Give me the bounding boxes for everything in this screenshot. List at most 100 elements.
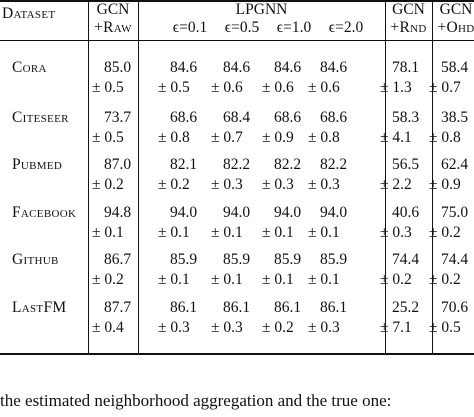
std-value: ± 0.2 bbox=[429, 271, 461, 288]
mean-value: 40.6 bbox=[392, 204, 420, 221]
std-value: ± 1.3 bbox=[380, 79, 412, 96]
header-eps-1: ϵ=0.5 bbox=[224, 19, 260, 36]
std-value: ± 0.9 bbox=[262, 129, 294, 146]
mean-value: 84.6 bbox=[274, 59, 302, 76]
dataset-name: Cora bbox=[12, 59, 47, 76]
dataset-name: Citeseer bbox=[12, 109, 69, 126]
std-value: ± 0.3 bbox=[211, 319, 243, 336]
std-value: ± 0.3 bbox=[211, 176, 243, 193]
std-value: ± 0.2 bbox=[262, 319, 294, 336]
std-value: ± 0.8 bbox=[158, 129, 190, 146]
column-divider-3 bbox=[385, 0, 386, 354]
mean-value: 94.0 bbox=[170, 204, 198, 221]
mean-value: 84.6 bbox=[320, 59, 348, 76]
column-divider-1 bbox=[88, 0, 89, 354]
mean-value: 82.2 bbox=[320, 156, 348, 173]
mean-value: 68.6 bbox=[320, 109, 348, 126]
mean-value: 86.1 bbox=[170, 299, 198, 316]
std-value: ± 0.1 bbox=[211, 271, 243, 288]
mean-value: 56.5 bbox=[392, 156, 420, 173]
mean-value: 70.6 bbox=[441, 299, 469, 316]
std-value: ± 0.4 bbox=[92, 319, 124, 336]
std-value: ± 0.2 bbox=[92, 271, 124, 288]
mean-value: 85.9 bbox=[274, 251, 302, 268]
mean-value: 85.9 bbox=[320, 251, 348, 268]
std-value: ± 0.2 bbox=[92, 176, 124, 193]
std-value: ± 0.5 bbox=[92, 129, 124, 146]
mean-value: 94.0 bbox=[320, 204, 348, 221]
mean-value: 73.7 bbox=[104, 109, 132, 126]
bottom-rule bbox=[0, 353, 474, 355]
std-value: ± 0.1 bbox=[92, 224, 124, 241]
std-value: ± 2.2 bbox=[380, 176, 412, 193]
mean-value: 68.6 bbox=[274, 109, 302, 126]
std-value: ± 0.1 bbox=[211, 224, 243, 241]
std-value: ± 0.1 bbox=[262, 271, 294, 288]
mean-value: 85.9 bbox=[223, 251, 251, 268]
std-value: ± 0.6 bbox=[211, 79, 243, 96]
std-value: ± 0.6 bbox=[262, 79, 294, 96]
std-value: ± 0.1 bbox=[308, 224, 340, 241]
column-divider-4 bbox=[432, 0, 433, 354]
mean-value: 87.7 bbox=[104, 299, 132, 316]
dataset-name: Pubmed bbox=[12, 156, 63, 173]
std-value: ± 0.7 bbox=[429, 79, 461, 96]
mean-value: 62.4 bbox=[441, 156, 469, 173]
mean-value: 84.6 bbox=[170, 59, 198, 76]
std-value: ± 0.3 bbox=[262, 176, 294, 193]
std-value: ± 0.8 bbox=[429, 129, 461, 146]
column-divider-2 bbox=[138, 0, 139, 354]
caption-text: the estimated neighborhood aggregation a… bbox=[0, 391, 392, 410]
std-value: ± 0.1 bbox=[262, 224, 294, 241]
mean-value: 85.9 bbox=[170, 251, 198, 268]
mean-value: 85.0 bbox=[104, 59, 132, 76]
mean-value: 86.1 bbox=[320, 299, 348, 316]
std-value: ± 0.1 bbox=[158, 224, 190, 241]
mean-value: 68.6 bbox=[170, 109, 198, 126]
header-gcn-raw-top: GCN bbox=[96, 1, 130, 18]
mean-value: 87.0 bbox=[104, 156, 132, 173]
top-rule bbox=[0, 0, 474, 2]
mean-value: 58.3 bbox=[392, 109, 420, 126]
header-lpgnn: LPGNN bbox=[235, 1, 288, 18]
header-gcn-rnd-top: GCN bbox=[392, 1, 425, 18]
std-value: ± 0.9 bbox=[429, 176, 461, 193]
mean-value: 86.1 bbox=[223, 299, 251, 316]
std-value: ± 0.5 bbox=[158, 79, 190, 96]
mean-value: 94.8 bbox=[104, 204, 132, 221]
std-value: ± 0.3 bbox=[308, 319, 340, 336]
std-value: ± 0.2 bbox=[429, 224, 461, 241]
std-value: ± 0.3 bbox=[308, 176, 340, 193]
header-gcn-ohd-bottom: +Ohd bbox=[437, 19, 474, 36]
std-value: ± 4.1 bbox=[380, 129, 412, 146]
header-eps-2: ϵ=1.0 bbox=[276, 19, 312, 36]
mean-value: 74.4 bbox=[441, 251, 469, 268]
dataset-name: Github bbox=[12, 251, 59, 268]
std-value: ± 0.5 bbox=[429, 319, 461, 336]
mean-value: 94.0 bbox=[274, 204, 302, 221]
mean-value: 68.4 bbox=[223, 109, 251, 126]
mean-value: 78.1 bbox=[392, 59, 420, 76]
mean-value: 82.1 bbox=[170, 156, 198, 173]
mean-value: 75.0 bbox=[441, 204, 469, 221]
header-gcn-rnd-bottom: +Rnd bbox=[390, 19, 427, 36]
dataset-name: LastFM bbox=[12, 299, 67, 316]
std-value: ± 0.3 bbox=[380, 224, 412, 241]
std-value: ± 0.2 bbox=[158, 176, 190, 193]
mean-value: 25.2 bbox=[392, 299, 420, 316]
mean-value: 86.7 bbox=[104, 251, 132, 268]
std-value: ± 0.3 bbox=[158, 319, 190, 336]
std-value: ± 0.7 bbox=[211, 129, 243, 146]
std-value: ± 7.1 bbox=[380, 319, 412, 336]
header-gcn-raw-bottom: +Raw bbox=[94, 19, 132, 36]
header-eps-0: ϵ=0.1 bbox=[172, 19, 208, 36]
std-value: ± 0.5 bbox=[92, 79, 124, 96]
header-rule bbox=[0, 40, 474, 41]
mean-value: 38.5 bbox=[441, 109, 469, 126]
std-value: ± 0.1 bbox=[308, 271, 340, 288]
mean-value: 74.4 bbox=[392, 251, 420, 268]
header-dataset: Dataset bbox=[2, 5, 56, 22]
mean-value: 94.0 bbox=[223, 204, 251, 221]
std-value: ± 0.1 bbox=[158, 271, 190, 288]
mean-value: 82.2 bbox=[223, 156, 251, 173]
